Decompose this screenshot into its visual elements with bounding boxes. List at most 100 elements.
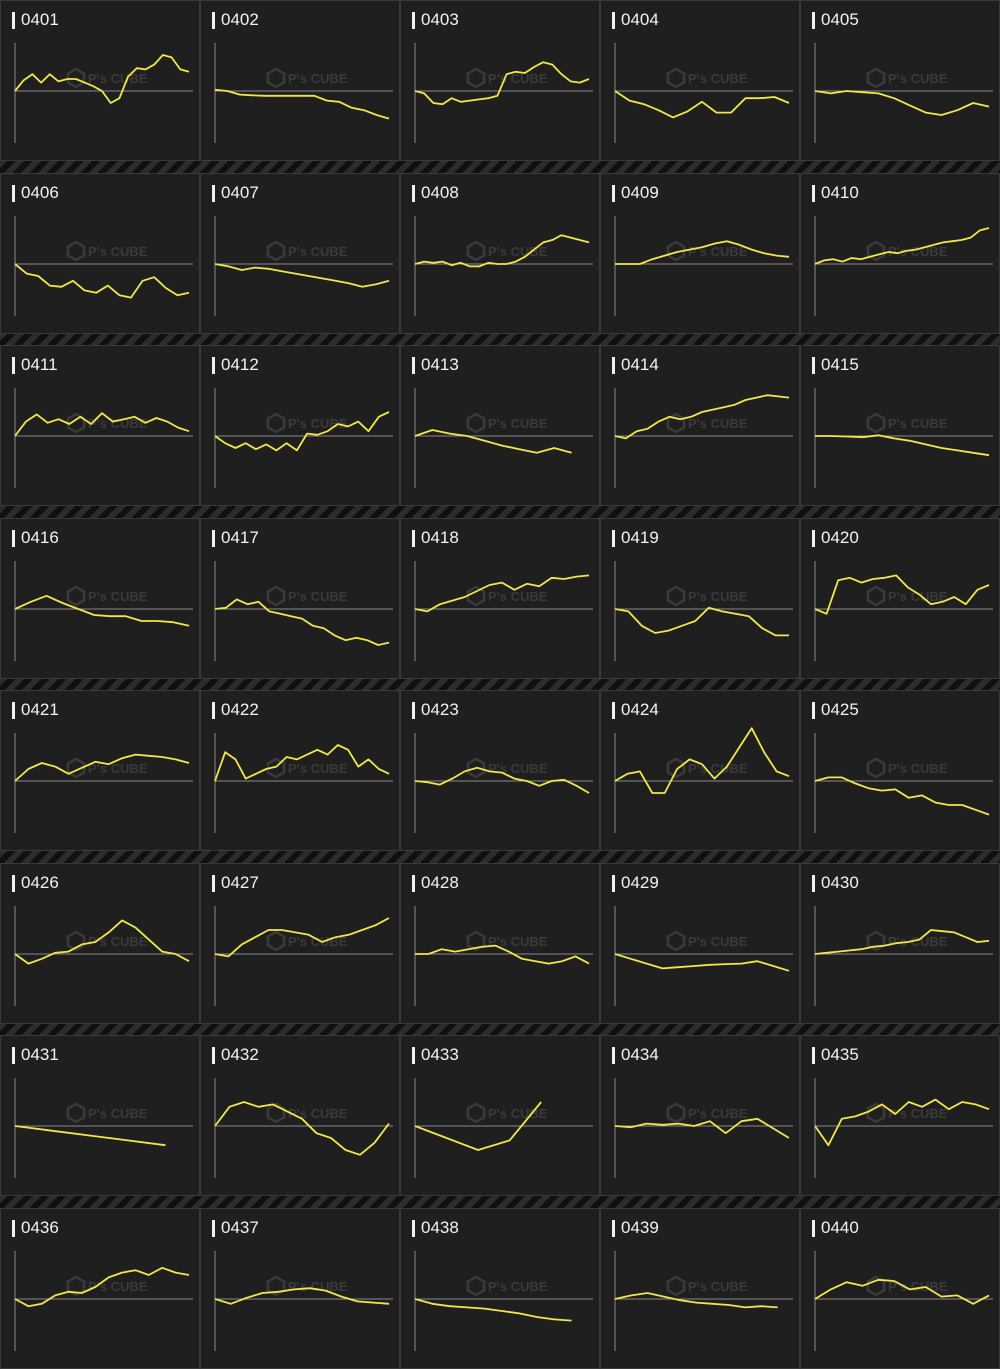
watermark-brand: P's CUBE — [688, 761, 748, 776]
title-marker — [612, 1219, 615, 1237]
row-separator — [0, 1195, 1000, 1208]
title-marker — [412, 702, 415, 719]
chart-svg: P's CUBE — [14, 905, 193, 1006]
cube-icon — [666, 1102, 686, 1124]
chart-label: 0439 — [621, 1217, 659, 1237]
watermark-brand: P's CUBE — [888, 1106, 948, 1121]
chart-panel: 0421 P's CUBE — [0, 690, 200, 851]
series-line — [414, 766, 590, 794]
chart-label: 0417 — [221, 527, 259, 547]
series-line — [214, 1286, 390, 1305]
chart-label: 0408 — [421, 182, 459, 202]
cube-icon — [866, 1102, 886, 1124]
series-line — [814, 226, 990, 265]
chart-svg: P's CUBE — [414, 388, 593, 488]
series-line — [814, 1098, 990, 1147]
chart-label: 0428 — [421, 872, 459, 892]
chart-svg: P's CUBE — [14, 388, 193, 488]
title-marker — [612, 12, 615, 29]
watermark-brand: P's CUBE — [88, 1106, 148, 1121]
cube-icon — [66, 67, 86, 89]
title-marker — [812, 357, 815, 374]
watermark-brand: P's CUBE — [488, 934, 548, 949]
chart-panel: 0416 P's CUBE — [0, 517, 200, 679]
chart-svg: P's CUBE — [14, 1078, 193, 1178]
chart-panel: 0438 P's CUBE — [400, 1207, 600, 1369]
chart-label: 0438 — [421, 1217, 459, 1237]
chart-svg: P's CUBE — [414, 905, 593, 1006]
chart-svg: P's CUBE — [414, 43, 593, 143]
title-marker — [612, 702, 615, 719]
cube-icon — [666, 930, 686, 951]
watermark-brand: P's CUBE — [288, 761, 348, 776]
chart-panel: 0415 P's CUBE — [800, 345, 1000, 506]
chart-panel: 0420 P's CUBE — [800, 517, 1000, 679]
series-line — [14, 919, 190, 964]
chart-label: 0402 — [221, 10, 259, 29]
chart-label: 0431 — [21, 1045, 59, 1064]
chart-panel: 0432 P's CUBE — [200, 1035, 400, 1196]
watermark-brand: P's CUBE — [88, 244, 148, 259]
series-line — [614, 606, 789, 636]
series-line — [14, 594, 190, 627]
series-line — [214, 1101, 390, 1156]
chart-panel: 0407 P's CUBE — [200, 172, 400, 334]
row-separator — [0, 677, 1000, 691]
chart-panel: 0401 P's CUBE — [0, 0, 200, 161]
chart-label: 0407 — [221, 182, 259, 202]
watermark-brand: P's CUBE — [288, 244, 348, 259]
cube-icon — [666, 67, 686, 89]
title-marker — [212, 184, 215, 202]
title-marker — [212, 12, 215, 29]
watermark-brand: P's CUBE — [688, 589, 748, 604]
series-line — [414, 1101, 542, 1151]
chart-svg: P's CUBE — [614, 215, 793, 316]
chart-svg: P's CUBE — [614, 1250, 793, 1351]
series-line — [614, 727, 790, 794]
chart-svg: P's CUBE — [814, 733, 993, 833]
chart-panel: 0411 P's CUBE — [0, 345, 200, 506]
title-marker — [412, 184, 415, 202]
title-marker — [412, 1219, 415, 1237]
title-marker — [812, 12, 815, 29]
series-line — [14, 262, 190, 298]
row-separator — [0, 850, 1000, 863]
chart-panel: 0428 P's CUBE — [400, 862, 600, 1024]
watermark-brand: P's CUBE — [88, 761, 148, 776]
title-marker — [412, 12, 415, 29]
chart-panel: 0431 P's CUBE — [0, 1035, 200, 1196]
series-line — [414, 1297, 572, 1321]
chart-label: 0418 — [421, 527, 459, 547]
chart-label: 0412 — [221, 355, 259, 374]
chart-panel: 0436 P's CUBE — [0, 1207, 200, 1369]
title-marker — [812, 1219, 815, 1237]
cube-icon — [66, 1102, 86, 1124]
chart-svg: P's CUBE — [614, 43, 793, 143]
watermark-brand: P's CUBE — [888, 1279, 948, 1294]
title-marker — [412, 874, 415, 892]
watermark-brand: P's CUBE — [688, 1106, 748, 1121]
cube-icon — [266, 412, 286, 434]
cube-icon — [466, 1102, 486, 1124]
chart-panel: 0423 P's CUBE — [400, 690, 600, 851]
watermark-brand: P's CUBE — [888, 589, 948, 604]
watermark-brand: P's CUBE — [288, 71, 348, 86]
watermark-brand: P's CUBE — [88, 71, 148, 86]
cube-icon — [66, 930, 86, 951]
series-line — [14, 412, 190, 437]
chart-panel: 0403 P's CUBE — [400, 0, 600, 161]
chart-label: 0425 — [821, 700, 859, 719]
chart-label: 0426 — [21, 872, 59, 892]
watermark-brand: P's CUBE — [688, 934, 748, 949]
cube-icon — [266, 930, 286, 951]
chart-label: 0423 — [421, 700, 459, 719]
chart-panel: 0419 P's CUBE — [600, 517, 800, 679]
chart-label: 0427 — [221, 872, 259, 892]
watermark-brand: P's CUBE — [888, 761, 948, 776]
title-marker — [12, 1219, 15, 1237]
series-line — [414, 429, 572, 454]
chart-label: 0432 — [221, 1045, 259, 1064]
series-line — [614, 90, 790, 119]
chart-panel: 0418 P's CUBE — [400, 517, 600, 679]
